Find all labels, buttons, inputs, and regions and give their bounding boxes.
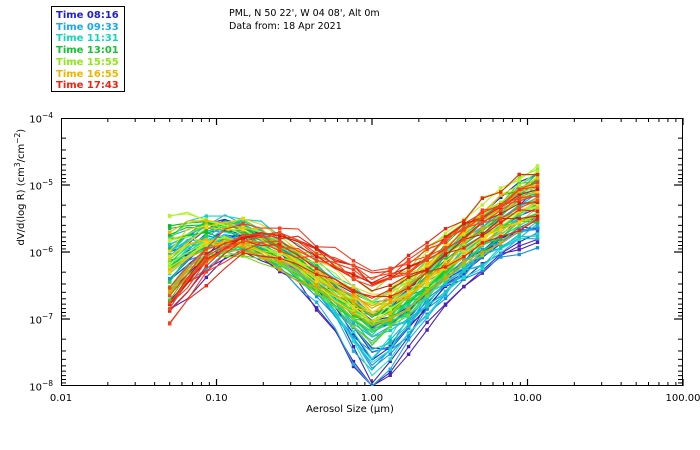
y-tick-label-0: 10−4 [29,111,53,126]
x-tick-label-3: 10.00 [513,393,542,404]
title-line-2: Data from: 18 Apr 2021 [229,21,342,32]
legend-entry-5: Time 16:55 [56,68,119,80]
legend-entry-4: Time 15:55 [56,56,119,68]
chart-title-block: PML, N 50 22', W 04 08', Alt 0m Data fro… [229,7,380,33]
x-tick-label-4: 100.00 [665,393,700,404]
y-tick-label-2: 10−6 [29,245,53,260]
plot-frame [61,118,683,386]
x-axis-label: Aerosol Size (μm) [306,404,394,415]
legend-entry-0: Time 08:16 [56,10,119,21]
x-tick-label-0: 0.01 [49,393,73,404]
legend-entry-6: Time 17:43 [56,80,119,92]
legend-box: Time 08:16 Time 09:33 Time 11:31 Time 13:01… [51,6,125,92]
x-tick-label-2: 1.00 [360,393,384,404]
x-tick-label-1: 0.10 [205,393,228,404]
y-tick-label-4: 10−8 [29,379,53,394]
y-tick-label-1: 10−5 [29,178,53,193]
legend-entry-1: Time 09:33 [56,21,119,33]
legend-entry-2: Time 11:31 [56,33,119,45]
legend-entry-3: Time 13:01 [56,45,119,57]
y-tick-label-3: 10−7 [29,312,53,327]
title-line-1: PML, N 50 22', W 04 08', Alt 0m [229,8,380,19]
